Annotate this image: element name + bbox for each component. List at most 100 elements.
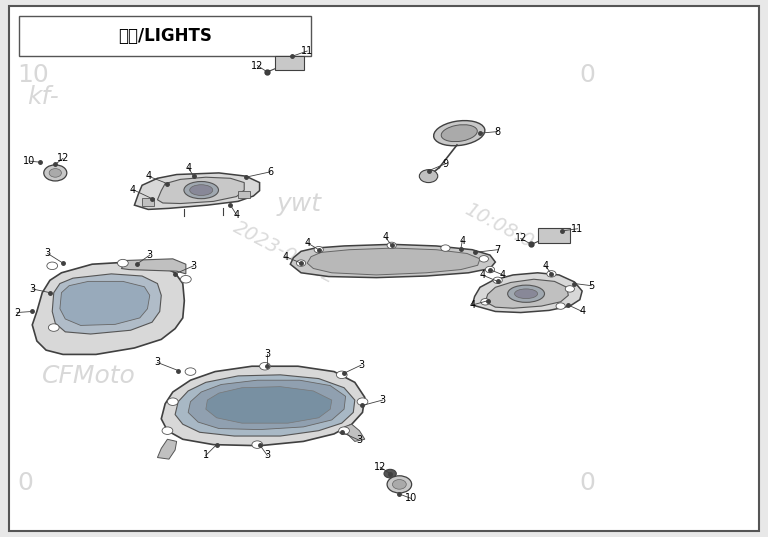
Text: 4: 4	[382, 233, 389, 242]
Text: 11: 11	[571, 224, 584, 234]
Text: 4: 4	[304, 238, 310, 248]
Ellipse shape	[441, 125, 478, 142]
Text: 0: 0	[17, 471, 33, 495]
Ellipse shape	[508, 285, 545, 302]
Circle shape	[118, 259, 128, 267]
Circle shape	[47, 262, 58, 270]
Polygon shape	[188, 380, 346, 430]
Text: 4: 4	[479, 270, 485, 280]
Text: 6: 6	[267, 167, 273, 177]
Circle shape	[49, 169, 61, 177]
Text: 3: 3	[264, 451, 270, 460]
Text: 3: 3	[379, 395, 386, 405]
Text: 7: 7	[495, 245, 501, 255]
Circle shape	[485, 266, 495, 273]
Text: 4: 4	[579, 307, 585, 316]
Text: 5: 5	[588, 281, 594, 291]
Text: 12: 12	[251, 61, 263, 70]
Text: 3: 3	[147, 250, 153, 260]
Text: 9: 9	[442, 159, 449, 169]
Ellipse shape	[190, 185, 213, 195]
Text: 4: 4	[500, 270, 506, 280]
Polygon shape	[175, 375, 355, 436]
Circle shape	[387, 242, 396, 249]
Text: 3: 3	[154, 358, 161, 367]
Polygon shape	[206, 387, 332, 423]
Text: 3: 3	[29, 284, 35, 294]
Text: 10:08:0: 10:08:0	[461, 200, 536, 251]
Text: 4: 4	[145, 171, 151, 181]
Text: 0: 0	[580, 471, 596, 495]
Bar	[19, 16, 311, 56]
Text: 4: 4	[185, 163, 191, 172]
Text: 10: 10	[23, 156, 35, 166]
Polygon shape	[344, 424, 365, 441]
Bar	[275, 56, 304, 70]
Text: 4: 4	[459, 236, 465, 245]
Circle shape	[392, 480, 406, 489]
Text: kf-: kf-	[27, 85, 58, 108]
Text: 1: 1	[203, 451, 209, 460]
Circle shape	[384, 469, 396, 478]
Circle shape	[481, 299, 490, 305]
Polygon shape	[307, 248, 480, 275]
Circle shape	[296, 260, 306, 266]
Text: 3: 3	[45, 249, 51, 258]
Text: 11: 11	[301, 46, 313, 56]
Polygon shape	[60, 281, 150, 325]
Polygon shape	[472, 273, 582, 313]
Text: 12: 12	[57, 154, 69, 163]
Circle shape	[252, 441, 263, 448]
Circle shape	[479, 256, 488, 262]
Text: 3: 3	[264, 350, 270, 359]
Text: 4: 4	[283, 252, 289, 262]
Polygon shape	[485, 279, 568, 308]
Polygon shape	[52, 274, 161, 334]
Bar	[538, 228, 570, 243]
Polygon shape	[157, 177, 244, 204]
Circle shape	[167, 398, 178, 405]
Text: CFMoto: CFMoto	[42, 364, 136, 388]
Text: ywt: ywt	[276, 192, 322, 216]
Ellipse shape	[515, 289, 538, 299]
Text: 10: 10	[405, 494, 417, 503]
Circle shape	[493, 277, 502, 284]
Circle shape	[180, 275, 191, 283]
Ellipse shape	[184, 182, 218, 199]
Bar	[142, 198, 154, 206]
Text: 2: 2	[14, 308, 20, 317]
Text: 4: 4	[542, 261, 548, 271]
Circle shape	[48, 324, 59, 331]
Text: 3: 3	[358, 360, 364, 370]
Polygon shape	[32, 262, 184, 354]
Polygon shape	[134, 173, 260, 209]
Circle shape	[185, 368, 196, 375]
Polygon shape	[161, 366, 365, 446]
Text: 4: 4	[233, 210, 240, 220]
Text: 8: 8	[495, 127, 501, 136]
Polygon shape	[290, 244, 495, 278]
Polygon shape	[157, 439, 177, 459]
Circle shape	[565, 286, 574, 292]
Circle shape	[260, 362, 270, 370]
Text: 12: 12	[515, 234, 527, 243]
Text: 12: 12	[374, 462, 386, 472]
Circle shape	[387, 476, 412, 493]
Text: 2023-01-12: 2023-01-12	[230, 217, 339, 287]
Text: 4: 4	[469, 300, 475, 310]
Circle shape	[44, 165, 67, 181]
Circle shape	[339, 427, 349, 434]
Circle shape	[547, 271, 556, 277]
Text: 灯具/LIGHTS: 灯具/LIGHTS	[118, 27, 212, 45]
Circle shape	[441, 245, 450, 251]
Circle shape	[162, 427, 173, 434]
Circle shape	[556, 303, 565, 309]
Circle shape	[419, 170, 438, 183]
Circle shape	[357, 398, 368, 405]
Text: 10: 10	[17, 63, 48, 87]
Text: 3: 3	[190, 261, 197, 271]
Bar	[238, 191, 250, 198]
Polygon shape	[121, 259, 186, 274]
Text: 0: 0	[580, 63, 596, 87]
Text: 3: 3	[356, 436, 362, 445]
